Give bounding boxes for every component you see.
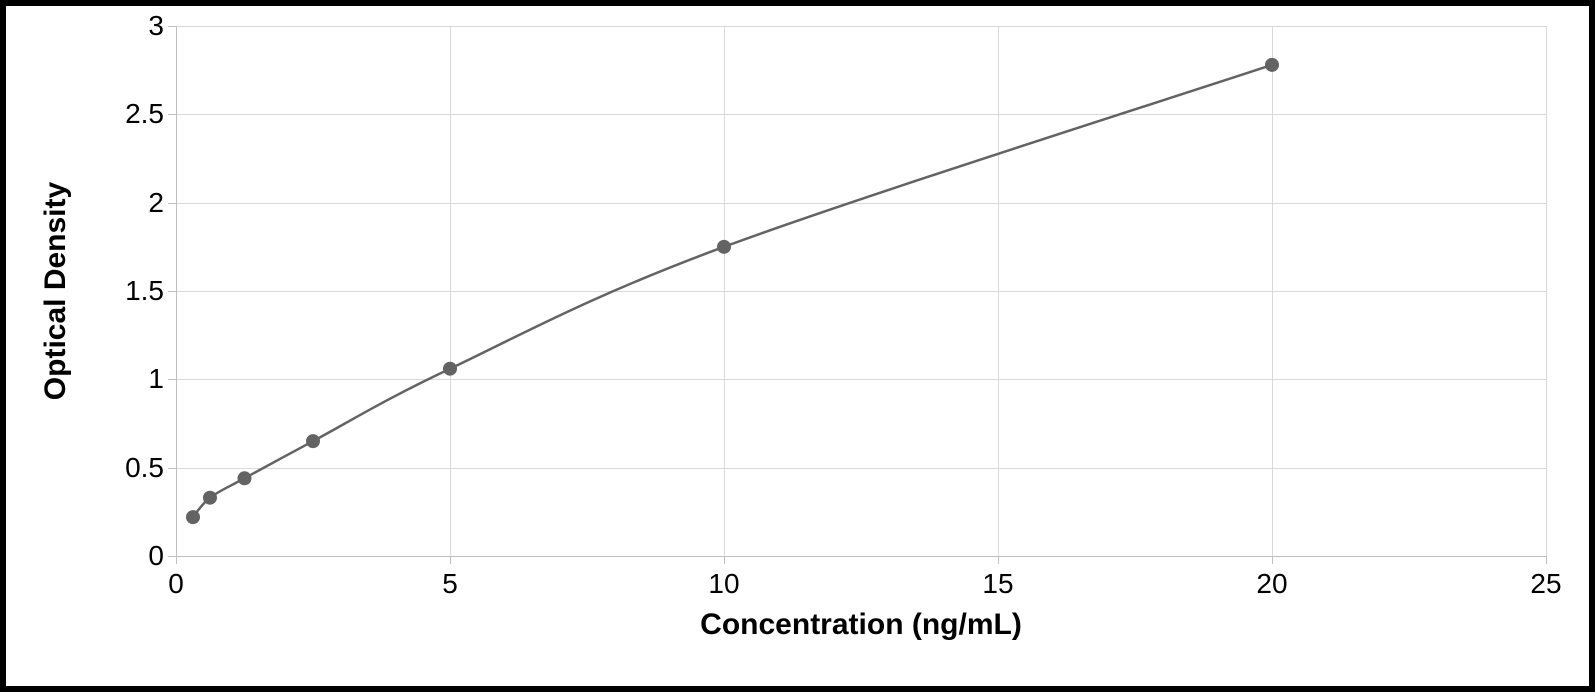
y-tick-mark <box>168 291 176 292</box>
data-point-marker <box>306 434 320 448</box>
plot-area <box>176 26 1546 556</box>
y-tick-label: 0 <box>116 540 164 572</box>
x-tick-label: 15 <box>982 568 1013 600</box>
x-tick-mark <box>1272 556 1273 564</box>
x-tick-mark <box>1546 556 1547 564</box>
y-tick-label: 2 <box>116 187 164 219</box>
series-line <box>193 65 1272 517</box>
x-tick-label: 10 <box>708 568 739 600</box>
data-series <box>176 26 1546 556</box>
y-tick-mark <box>168 114 176 115</box>
y-tick-label: 1 <box>116 363 164 395</box>
y-tick-mark <box>168 203 176 204</box>
x-tick-mark <box>998 556 999 564</box>
x-tick-label: 5 <box>442 568 458 600</box>
x-axis-title: Concentration (ng/mL) <box>700 608 1022 642</box>
x-tick-label: 0 <box>168 568 184 600</box>
x-tick-mark <box>724 556 725 564</box>
data-point-marker <box>443 362 457 376</box>
x-tick-label: 25 <box>1530 568 1561 600</box>
x-tick-label: 20 <box>1256 568 1287 600</box>
y-tick-mark <box>168 468 176 469</box>
data-point-marker <box>1265 58 1279 72</box>
y-tick-label: 2.5 <box>116 98 164 130</box>
chart-container: Optical Density Concentration (ng/mL) 0 5… <box>6 6 1595 698</box>
y-tick-mark <box>168 26 176 27</box>
y-tick-label: 1.5 <box>116 275 164 307</box>
data-point-marker <box>186 510 200 524</box>
y-tick-label: 3 <box>116 10 164 42</box>
chart-frame: Optical Density Concentration (ng/mL) 0 5… <box>0 0 1595 692</box>
x-tick-mark <box>450 556 451 564</box>
data-point-marker <box>238 471 252 485</box>
data-point-marker <box>203 491 217 505</box>
y-axis-title: Optical Density <box>39 182 73 400</box>
grid-line-vertical <box>1546 26 1547 556</box>
y-tick-mark <box>168 556 176 557</box>
x-axis-line <box>176 556 1546 557</box>
data-point-marker <box>717 240 731 254</box>
y-tick-label: 0.5 <box>116 452 164 484</box>
y-tick-mark <box>168 379 176 380</box>
x-tick-mark <box>176 556 177 564</box>
